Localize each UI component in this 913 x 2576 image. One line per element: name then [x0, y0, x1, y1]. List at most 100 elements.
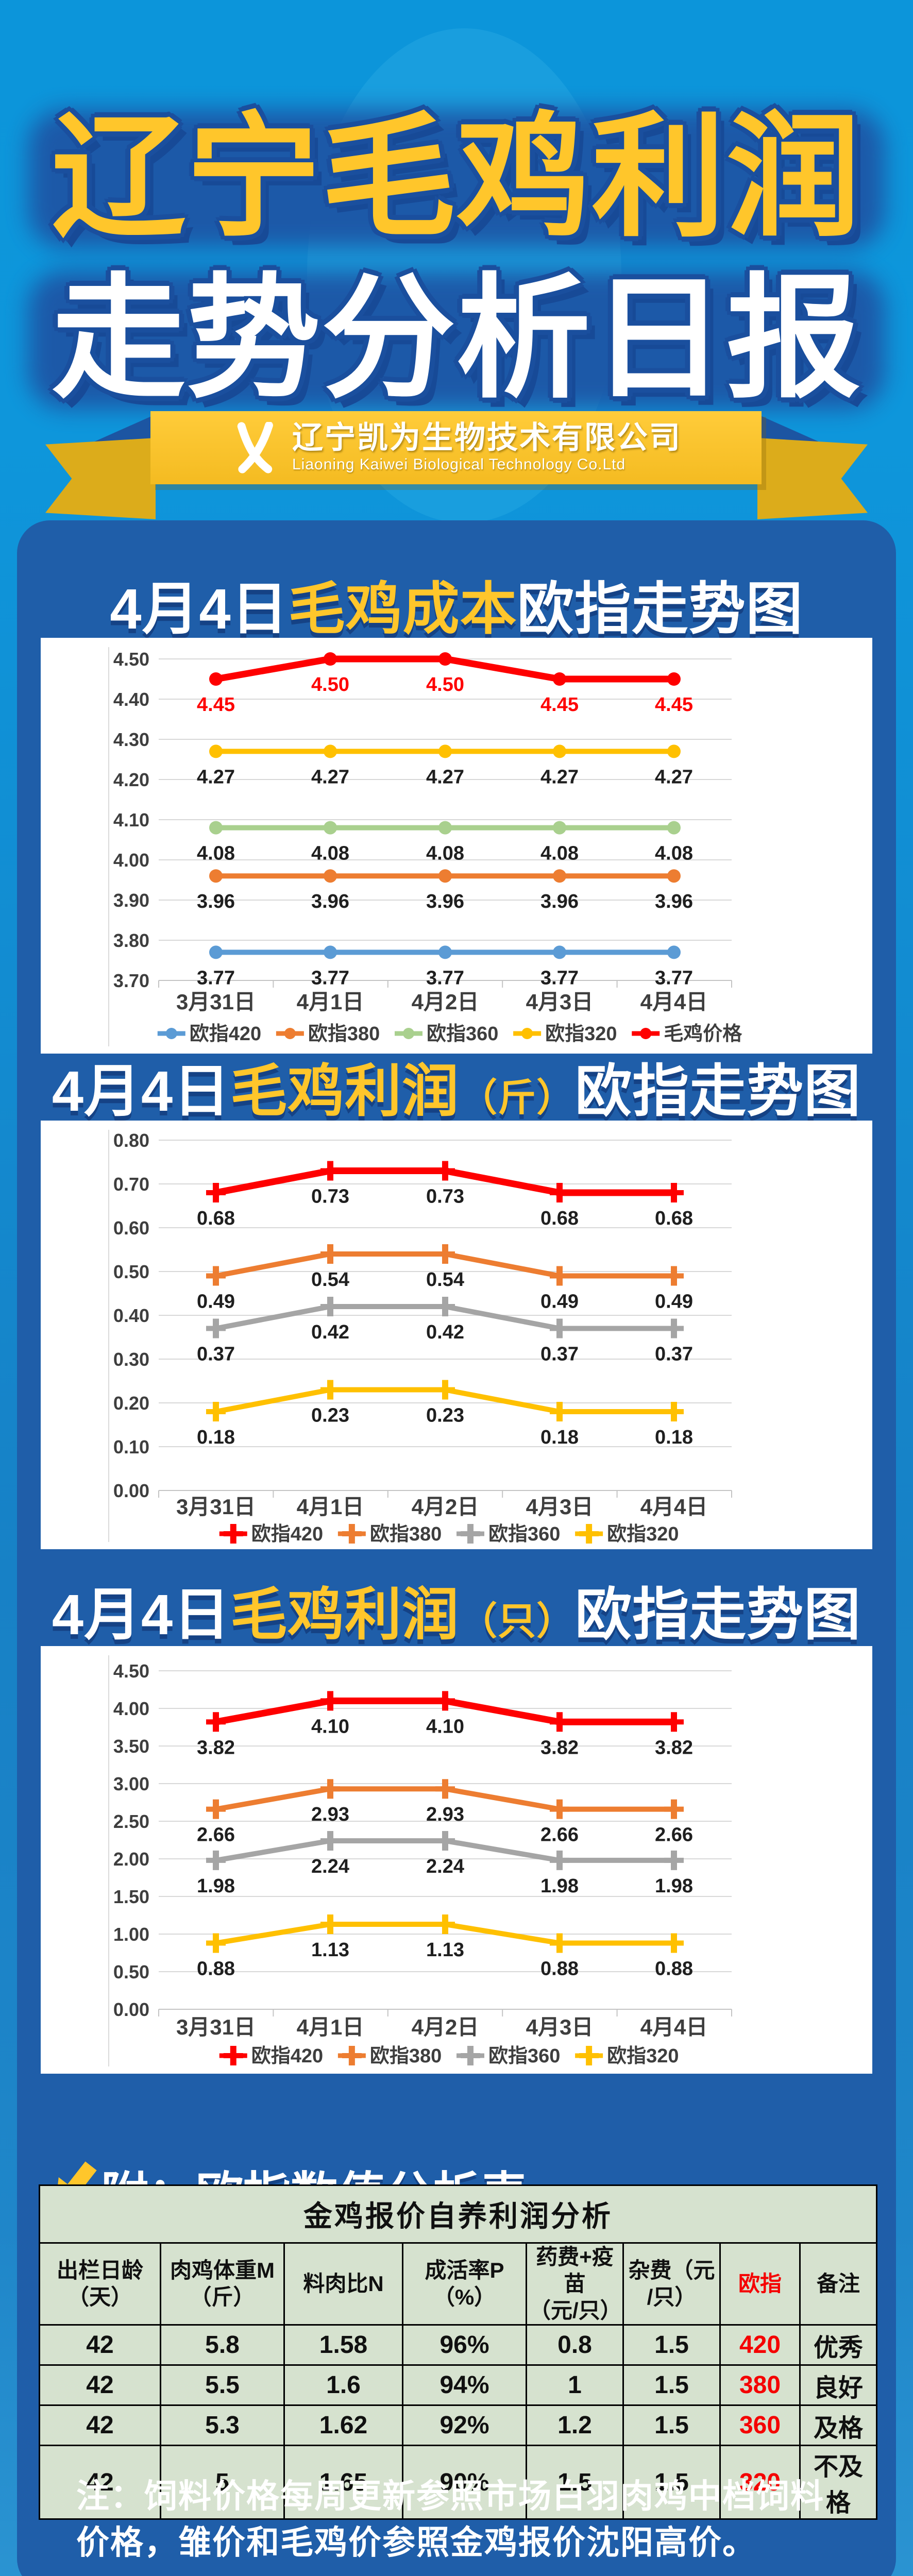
svg-text:4月2日: 4月2日 [412, 990, 479, 1014]
table-cell: 良好 [799, 2364, 877, 2406]
svg-text:4月2日: 4月2日 [412, 2015, 479, 2039]
company-name-en: Liaoning Kaiwei Biological Technology Co… [292, 456, 626, 473]
svg-text:3.50: 3.50 [113, 1736, 149, 1757]
title-halo [28, 110, 885, 248]
table-cell: 1.2 [526, 2404, 624, 2446]
table-title: 金鸡报价自养利润分析 [39, 2184, 877, 2244]
chart-title-part: 4月4日 [110, 578, 289, 641]
table-cell: 42 [39, 2445, 161, 2520]
company-name-block: 辽宁凯为生物技术有限公司 Liaoning Kaiwei Biological … [292, 421, 682, 474]
svg-text:4.00: 4.00 [113, 850, 149, 871]
svg-text:欧指360: 欧指360 [427, 1023, 498, 1045]
svg-text:1.98: 1.98 [540, 1875, 579, 1897]
svg-text:4月3日: 4月3日 [526, 1495, 594, 1519]
svg-text:0.49: 0.49 [197, 1291, 235, 1313]
svg-text:0.23: 0.23 [426, 1405, 464, 1427]
table-cell: 1.5 [622, 2364, 721, 2406]
svg-text:4月1日: 4月1日 [297, 2015, 364, 2039]
svg-text:4.08: 4.08 [426, 843, 464, 865]
table-header-cell: 出栏日龄 （天） [39, 2242, 161, 2326]
chart-svg: 4.50 4.40 4.30 4.20 4.10 4.00 3.90 3.80 3.70 3月31… [108, 647, 742, 1046]
chart-title-part: 4月4日 [52, 1060, 231, 1123]
table-cell: 320 [719, 2445, 801, 2520]
table-cell: 及格 [799, 2404, 877, 2446]
svg-text:4.20: 4.20 [113, 769, 149, 790]
svg-text:2.66: 2.66 [197, 1824, 235, 1846]
table-cell: 5 [160, 2445, 285, 2520]
svg-text:3.82: 3.82 [540, 1737, 579, 1758]
chart-svg: 0.80 0.70 0.60 0.50 0.40 0.30 0.20 0.10 0.00 3月31… [108, 1130, 732, 1545]
svg-text:4月3日: 4月3日 [526, 2015, 594, 2039]
svg-text:4.08: 4.08 [311, 843, 349, 865]
svg-text:欧指360: 欧指360 [488, 1523, 560, 1545]
svg-text:0.88: 0.88 [197, 1958, 235, 1980]
table-cell: 90% [402, 2445, 527, 2520]
svg-text:4.45: 4.45 [540, 694, 579, 716]
table-cell: 5.3 [160, 2404, 285, 2446]
svg-text:4.30: 4.30 [113, 729, 149, 750]
svg-text:4月1日: 4月1日 [297, 1495, 364, 1519]
svg-text:0.49: 0.49 [655, 1291, 693, 1313]
table-cell: 1.65 [283, 2445, 403, 2520]
main-title-line1: 辽宁毛鸡利润 [0, 100, 913, 255]
svg-text:3月31日: 3月31日 [176, 1495, 256, 1519]
svg-text:3月31日: 3月31日 [176, 2015, 256, 2039]
svg-text:0.68: 0.68 [655, 1208, 693, 1229]
svg-text:0.42: 0.42 [311, 1321, 349, 1343]
chart3-title: 4月4日毛鸡利润（只）欧指走势图 [0, 1584, 913, 1653]
svg-text:4.08: 4.08 [655, 843, 693, 865]
company-name-cn: 辽宁凯为生物技术有限公司 [292, 420, 682, 455]
svg-text:3.77: 3.77 [197, 967, 235, 989]
svg-text:2.66: 2.66 [655, 1824, 693, 1846]
chart-title-part: 欧指走势图 [517, 578, 803, 641]
chart2-card: 0.80 0.70 0.60 0.50 0.40 0.30 0.20 0.10 0.00 3月31… [41, 1121, 872, 1549]
svg-text:4.27: 4.27 [197, 766, 235, 788]
table-header-cell: 成活率P （%） [402, 2242, 527, 2326]
svg-text:3.77: 3.77 [311, 967, 349, 989]
chart-title-part: 毛鸡利润 [230, 1583, 460, 1647]
svg-text:0.37: 0.37 [540, 1344, 579, 1365]
svg-text:4月4日: 4月4日 [640, 990, 708, 1014]
table-cell: 1.5 [526, 2445, 624, 2520]
svg-text:0.37: 0.37 [655, 1344, 693, 1365]
svg-text:0.49: 0.49 [540, 1291, 579, 1313]
profit-table: 金鸡报价自养利润分析 出栏日龄 （天） 肉鸡体重M （斤） 料肉比N 成活率P （%）药… [39, 2184, 877, 2520]
svg-text:欧指420: 欧指420 [251, 2045, 323, 2067]
svg-text:3.70: 3.70 [113, 970, 149, 991]
note-line1: 注：饲料价格每周更新参照市场白羽肉鸡中档饲料 [76, 2478, 824, 2515]
svg-text:4.50: 4.50 [113, 1660, 149, 1682]
svg-text:0.54: 0.54 [311, 1269, 349, 1291]
chart-title-part: 欧指走势图 [575, 1583, 861, 1647]
table-cell: 1.5 [622, 2324, 721, 2366]
svg-text:欧指420: 欧指420 [251, 1523, 323, 1545]
svg-text:3.77: 3.77 [655, 967, 693, 989]
table-cell: 1.58 [283, 2324, 403, 2366]
svg-text:3.96: 3.96 [197, 891, 235, 912]
svg-text:2.93: 2.93 [426, 1804, 464, 1825]
table-cell: 1.6 [283, 2364, 403, 2406]
table-header-cell: 料肉比N [283, 2242, 403, 2326]
title-halo [28, 271, 885, 409]
company-logo-icon [237, 422, 273, 473]
chart-title-part: 毛鸡成本 [288, 578, 517, 641]
svg-text:4.50: 4.50 [311, 674, 349, 696]
svg-text:0.18: 0.18 [655, 1427, 693, 1448]
svg-text:0.54: 0.54 [426, 1269, 464, 1291]
table-row: 42 5.8 1.58 96% 0.8 1.5 420 优秀 [39, 2324, 877, 2366]
svg-text:欧指320: 欧指320 [607, 2045, 679, 2067]
svg-text:4.10: 4.10 [426, 1716, 464, 1737]
svg-text:3.96: 3.96 [426, 891, 464, 912]
svg-text:毛鸡价格: 毛鸡价格 [664, 1023, 742, 1045]
svg-text:2.24: 2.24 [426, 1856, 464, 1877]
svg-text:2.93: 2.93 [311, 1804, 349, 1825]
table-row: 42 5.3 1.62 92% 1.2 1.5 360 及格 [39, 2404, 877, 2446]
svg-text:1.13: 1.13 [426, 1939, 464, 1961]
svg-text:4.40: 4.40 [113, 689, 149, 710]
table-cell: 96% [402, 2324, 527, 2366]
chart3-card: 4.50 4.00 3.50 3.00 2.50 2.00 1.50 1.00 0.50 0.00… [41, 1646, 872, 2074]
table-header-cell: 备注 [799, 2242, 877, 2326]
svg-text:4.10: 4.10 [113, 809, 149, 831]
svg-text:4月4日: 4月4日 [640, 1495, 708, 1519]
svg-text:3.77: 3.77 [426, 967, 464, 989]
svg-text:3月31日: 3月31日 [176, 990, 256, 1014]
